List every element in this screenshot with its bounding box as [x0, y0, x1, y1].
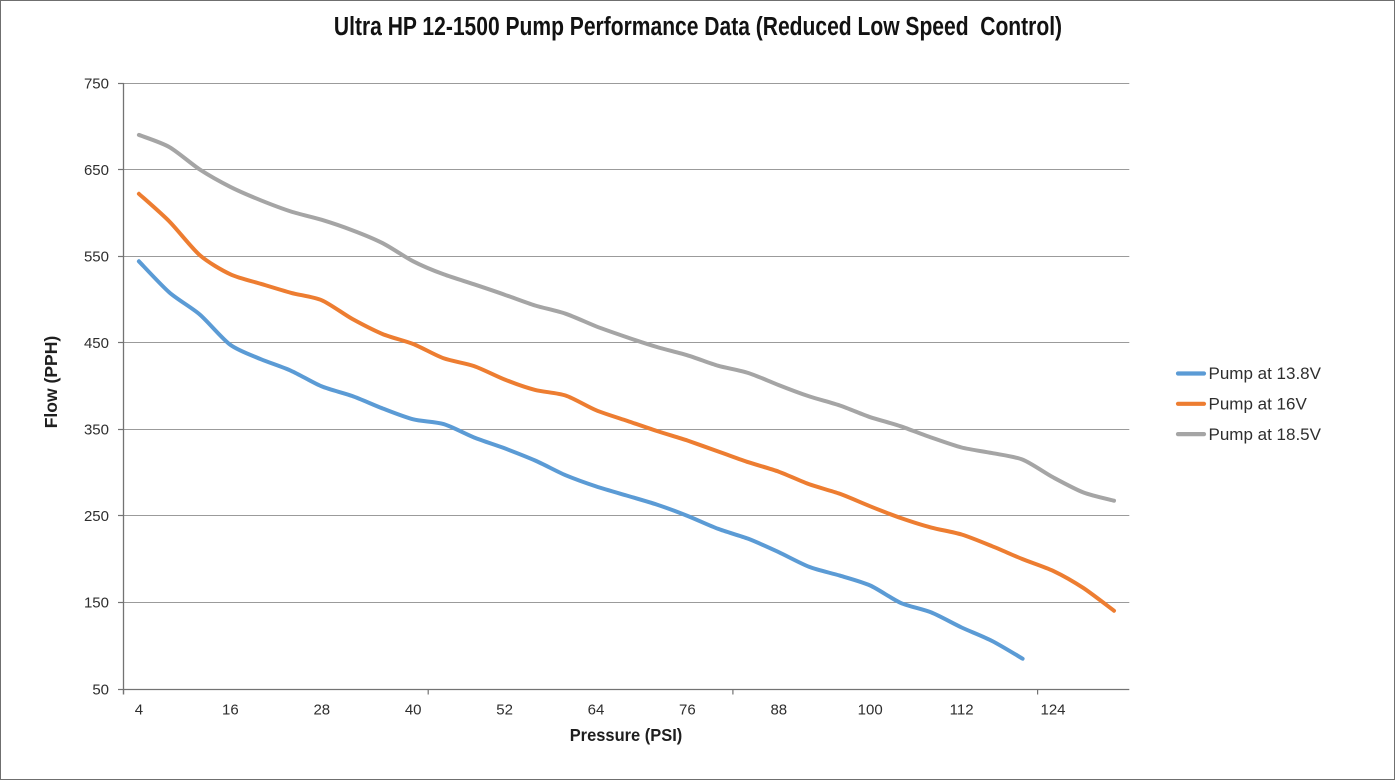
svg-text:28: 28 [313, 702, 330, 719]
svg-text:250: 250 [84, 508, 109, 525]
svg-text:64: 64 [588, 702, 605, 719]
svg-text:16: 16 [222, 702, 239, 719]
svg-text:88: 88 [770, 702, 787, 719]
svg-text:76: 76 [679, 702, 696, 719]
svg-text:750: 750 [84, 75, 109, 92]
svg-text:Pump at 18.5V: Pump at 18.5V [1209, 425, 1322, 444]
svg-text:40: 40 [405, 702, 422, 719]
svg-text:4: 4 [135, 702, 143, 719]
svg-text:Pump at 13.8V: Pump at 13.8V [1209, 364, 1322, 383]
svg-text:Pump at 16V: Pump at 16V [1209, 395, 1308, 414]
svg-text:124: 124 [1040, 702, 1065, 719]
svg-text:150: 150 [84, 595, 109, 612]
svg-text:450: 450 [84, 335, 109, 352]
svg-text:650: 650 [84, 162, 109, 179]
svg-text:Ultra HP 12-1500 Pump Performa: Ultra HP 12-1500 Pump Performance Data (… [334, 13, 1062, 42]
svg-text:350: 350 [84, 422, 109, 439]
svg-text:112: 112 [950, 702, 974, 719]
svg-text:52: 52 [496, 702, 513, 719]
svg-text:Flow (PPH): Flow (PPH) [41, 336, 61, 429]
svg-text:550: 550 [84, 248, 109, 265]
svg-text:Pressure (PSI): Pressure (PSI) [570, 724, 683, 745]
svg-text:50: 50 [92, 681, 109, 698]
svg-text:100: 100 [858, 702, 883, 719]
